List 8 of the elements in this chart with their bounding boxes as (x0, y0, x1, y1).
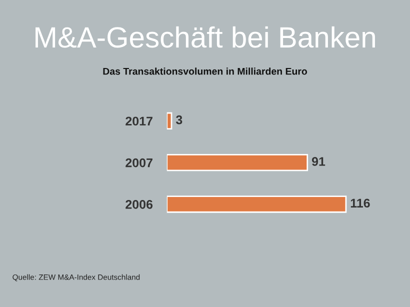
y-tick-label: 2006 (126, 200, 153, 209)
data-label: 3 (176, 115, 182, 124)
chart-title: M&A-Geschäft bei Banken (36, 26, 375, 48)
chart-subtitle: Das Transaktionsvolumen in Milliarden Euro (103, 68, 308, 75)
y-tick-label: 2007 (126, 158, 152, 168)
y-tick-label: 2017 (126, 116, 152, 126)
data-label: 91 (312, 157, 326, 166)
data-label: 116 (350, 198, 370, 208)
